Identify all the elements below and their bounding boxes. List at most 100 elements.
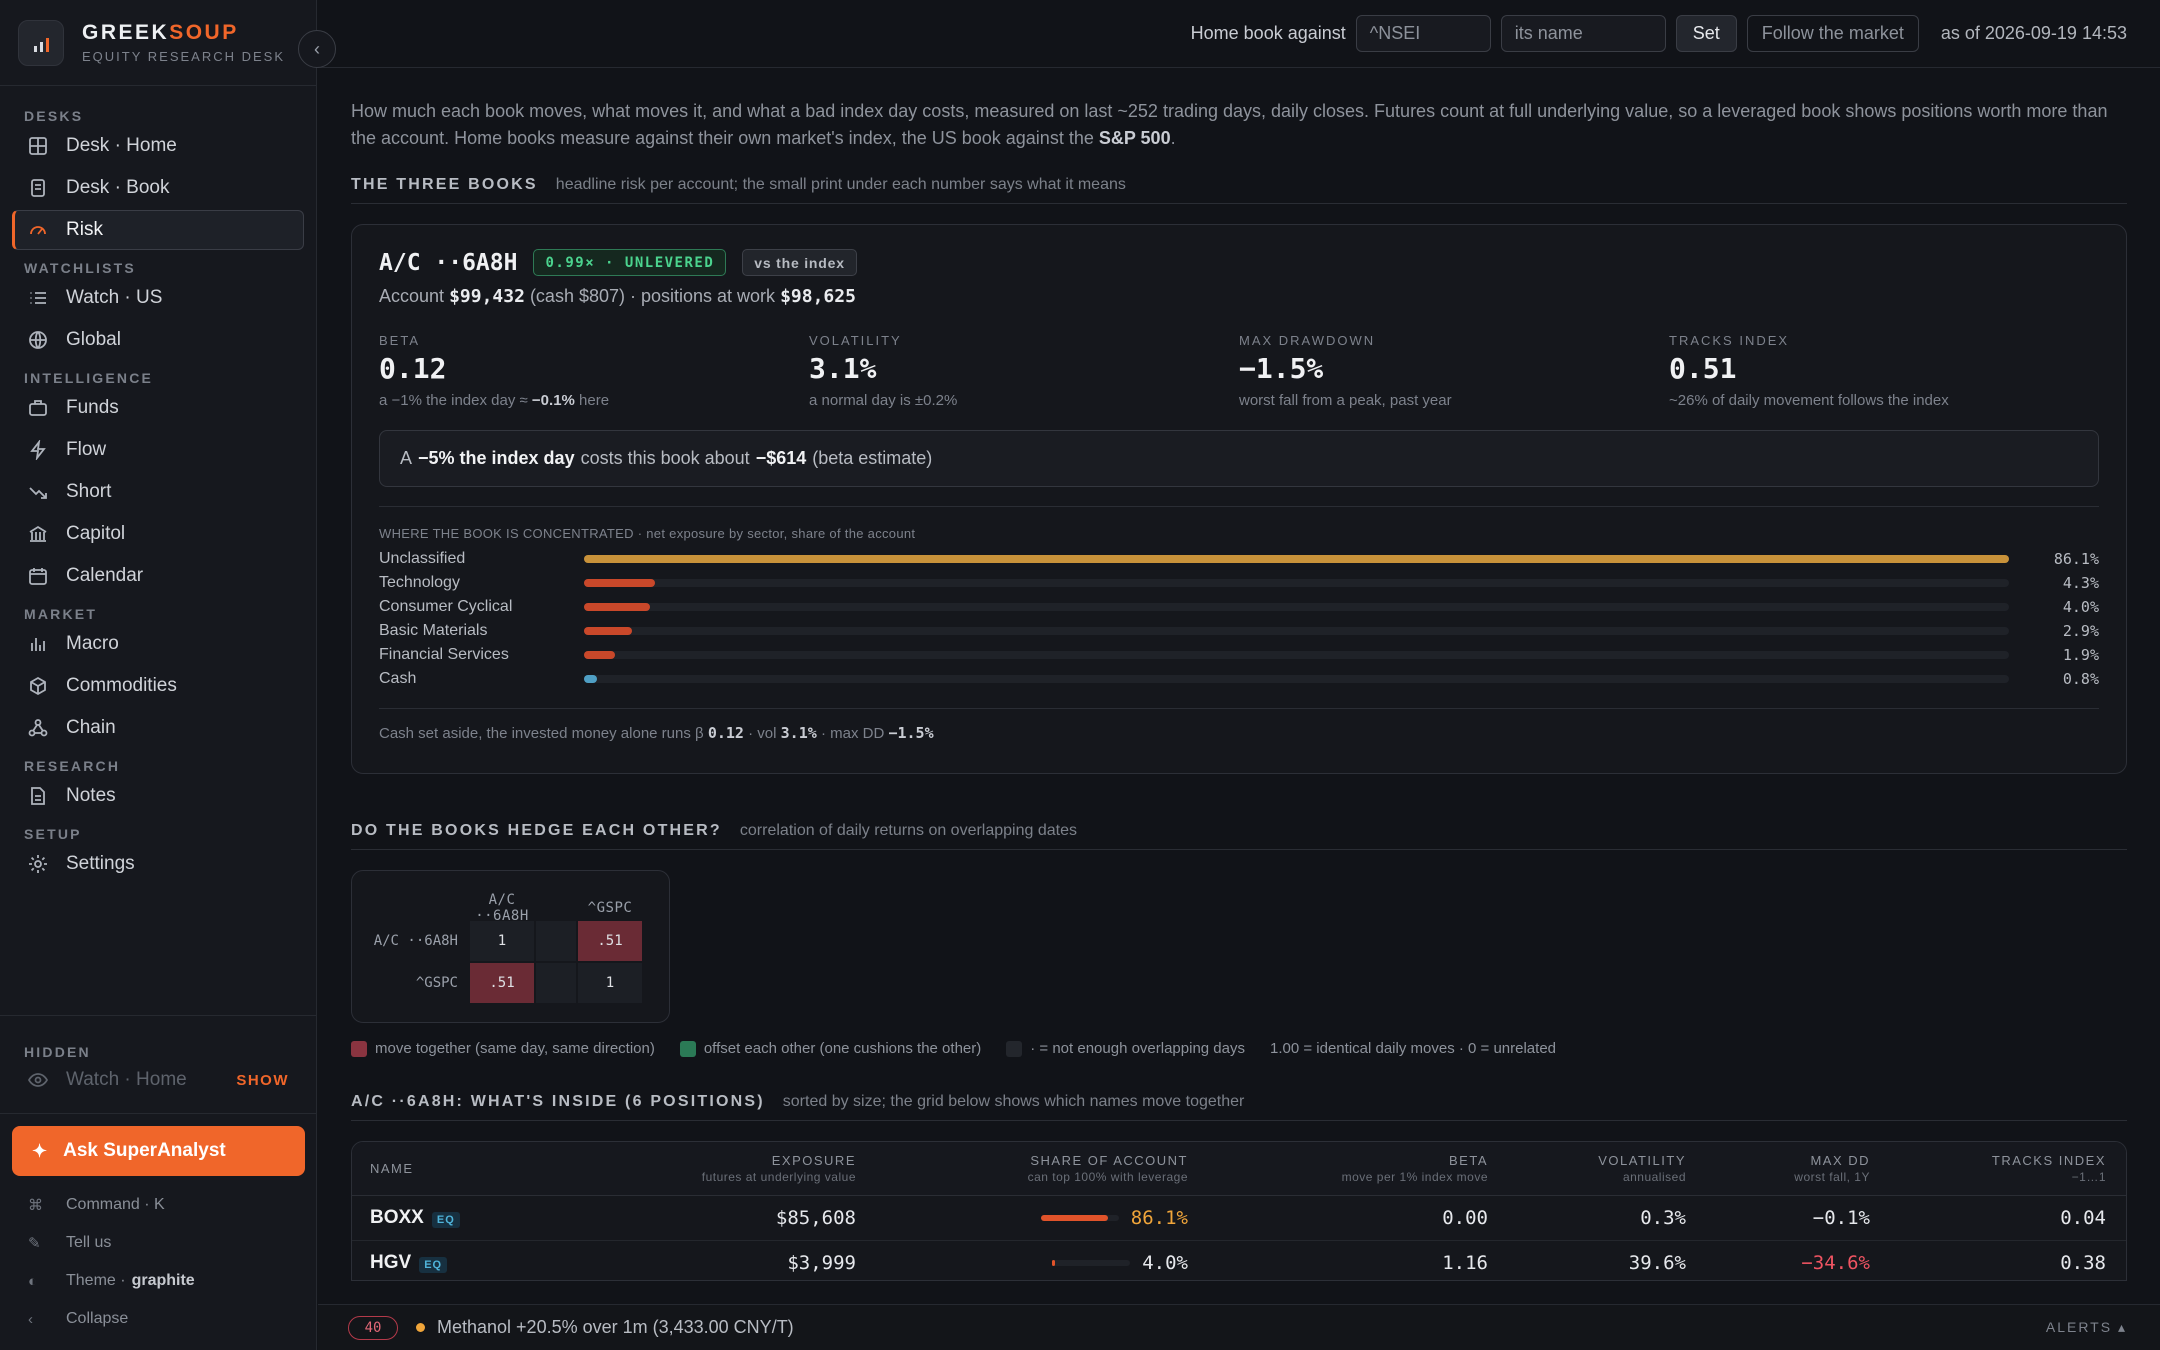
set-button[interactable]: Set — [1675, 15, 1737, 52]
sector-value: 86.1% — [2053, 550, 2099, 568]
table-row[interactable]: HGV EQ $3,999 4.0% 1.16 39.6% −34.6% 0.38 — [352, 1241, 2126, 1280]
concentration-title: WHERE THE BOOK IS CONCENTRATED · net exp… — [379, 526, 916, 541]
metric-tracks-index: TRACKS INDEX 0.51 ~26% of daily movement… — [1669, 333, 1949, 409]
position-max-dd: −34.6% — [1801, 1252, 1870, 1274]
follow-market-button[interactable]: Follow the market — [1746, 15, 1919, 52]
positions-header: A/C ··6A8H: WHAT'S INSIDE (6 POSITIONS) … — [351, 1093, 2127, 1121]
index-ticker-input[interactable]: ^NSEI — [1355, 15, 1491, 52]
metrics-row: BETA 0.12 a −1% the index day ≈ −0.1% he… — [379, 333, 2099, 409]
sector-bar-track — [584, 627, 2009, 635]
command-icon: ⌘ — [28, 1197, 43, 1214]
main-content: How much each book moves, what moves it,… — [351, 68, 2127, 1281]
brand-name: GREEKSOUP — [82, 21, 239, 44]
legend-na: · = not enough overlapping days — [1006, 1040, 1245, 1057]
sidebar-item-desk-home[interactable]: Desk · Home — [12, 126, 304, 166]
feedback-label: Tell us — [66, 1234, 112, 1251]
sector-bar-track — [584, 579, 2009, 587]
command-palette-button[interactable]: ⌘ Command · K — [12, 1186, 305, 1224]
ask-superanalyst-button[interactable]: ✦ Ask SuperAnalyst — [12, 1126, 305, 1176]
sidebar-item-calendar[interactable]: Calendar — [12, 556, 304, 596]
sidebar-item-flow[interactable]: Flow — [12, 430, 304, 470]
sidebar-item-label: Flow — [66, 439, 107, 460]
topbar: Home book against ^NSEI its name Set Fol… — [318, 0, 2160, 68]
leverage-badge: 0.99× · UNLEVERED — [533, 249, 727, 276]
sidebar-item-capitol[interactable]: Capitol — [12, 514, 304, 554]
corr-cell[interactable]: .51 — [578, 921, 642, 961]
legend-offset: offset each other (one cushions the othe… — [679, 1040, 981, 1057]
sidebar-item-label: Commodities — [66, 675, 177, 696]
sidebar-item-label: Macro — [66, 633, 119, 654]
position-name: HGV EQ — [352, 1252, 598, 1274]
cash-note: Cash set aside, the invested money alone… — [379, 708, 2099, 742]
alerts-toggle[interactable]: ALERTS ▴ — [2045, 1319, 2127, 1335]
position-max-dd: −0.1% — [1812, 1207, 1870, 1229]
sidebar-item-label: Capitol — [66, 523, 126, 544]
position-exposure: $85,608 — [775, 1207, 856, 1229]
sidebar-item-label: Settings — [66, 853, 135, 874]
chevron-left-icon: ‹ — [314, 38, 320, 59]
show-hidden-button[interactable]: SHOW — [236, 1071, 289, 1089]
column-header-beta[interactable]: BETA move per 1% index move — [1341, 1153, 1488, 1184]
stress-scenario: A −5% the index day costs this book about −… — [379, 430, 2099, 487]
corr-col-header: ^GSPC — [587, 900, 633, 916]
command-label: Command · K — [66, 1196, 165, 1213]
table-row[interactable]: BOXX EQ $85,608 86.1% 0.00 0.3% −0.1% 0.04 — [352, 1196, 2126, 1241]
sidebar-bottom: ✦ Ask SuperAnalyst ⌘ Command · K ✎ Tell … — [0, 1113, 317, 1338]
hidden-item-watch-home: Watch · Home SHOW — [12, 1060, 305, 1100]
corr-cell[interactable]: 1 — [578, 963, 642, 1003]
corr-row-header: A/C ··6A8H — [372, 921, 468, 961]
sidebar-item-notes[interactable]: Notes — [12, 776, 304, 816]
column-header-max-dd[interactable]: MAX DD worst fall, 1Y — [1794, 1153, 1870, 1184]
chevron-left-icon: ‹ — [28, 1310, 33, 1328]
sidebar-item-watch-us[interactable]: Watch · US — [12, 278, 304, 318]
nav-section-desks: DESKS — [24, 108, 84, 124]
corr-cell[interactable]: 1 — [470, 921, 534, 961]
sector-value: 0.8% — [2062, 670, 2099, 688]
alert-ticker-text[interactable]: Methanol +20.5% over 1m (3,433.00 CNY/T) — [437, 1317, 794, 1337]
brand-subtitle: EQUITY RESEARCH DESK — [82, 49, 286, 64]
corr-cell-gap — [536, 963, 576, 1003]
sidebar-item-chain[interactable]: Chain — [12, 708, 304, 748]
column-header-name[interactable]: NAME — [370, 1161, 414, 1176]
eye-icon — [28, 1073, 48, 1087]
asset-type-badge: EQ — [431, 1212, 460, 1228]
collapse-sidebar-button[interactable]: ‹ — [298, 30, 336, 68]
sidebar-item-macro[interactable]: Macro — [12, 624, 304, 664]
theme-label: Theme · — [66, 1272, 126, 1289]
collapse-label: Collapse — [66, 1310, 129, 1327]
sidebar-item-label: Funds — [66, 397, 119, 418]
column-header-volatility[interactable]: VOLATILITY annualised — [1598, 1153, 1686, 1184]
share-bar-track — [1052, 1260, 1131, 1266]
column-header-share[interactable]: SHARE OF ACCOUNT can top 100% with levera… — [1027, 1153, 1188, 1184]
sidebar-item-settings[interactable]: Settings — [12, 844, 304, 884]
sector-row: Technology 4.3% — [379, 571, 2099, 595]
collapse-button[interactable]: ‹ Collapse — [12, 1300, 305, 1338]
sidebar-item-commodities[interactable]: Commodities — [12, 666, 304, 706]
index-badge: vs the index — [742, 249, 857, 276]
alert-count-badge[interactable]: 40 — [348, 1315, 398, 1340]
sidebar-item-label: Desk · Book — [66, 177, 170, 198]
position-volatility: 39.6% — [1628, 1252, 1686, 1274]
theme-toggle[interactable]: ◐ Theme · graphite — [12, 1262, 305, 1300]
concentration-section: WHERE THE BOOK IS CONCENTRATED · net exp… — [379, 506, 2099, 742]
sector-bar — [584, 627, 632, 635]
sidebar-item-label: Desk · Home — [66, 135, 177, 156]
corr-cell[interactable]: .51 — [470, 963, 534, 1003]
sidebar-item-risk[interactable]: Risk — [12, 210, 304, 250]
positions-table: NAME EXPOSURE futures at underlying value… — [351, 1141, 2127, 1281]
sidebar-item-short[interactable]: Short — [12, 472, 304, 512]
sidebar-item-funds[interactable]: Funds — [12, 388, 304, 428]
sidebar-item-global[interactable]: Global — [12, 320, 304, 360]
as-of-timestamp: as of 2026-09-19 14:53 — [1940, 23, 2127, 43]
index-name-input[interactable]: its name — [1500, 15, 1666, 52]
sector-value: 4.0% — [2062, 598, 2099, 616]
section-note: correlation of daily returns on overlapp… — [739, 822, 1077, 839]
sidebar-item-desk-book[interactable]: Desk · Book — [12, 168, 304, 208]
trend-down-icon — [29, 487, 47, 499]
sector-bar — [584, 651, 616, 659]
column-header-exposure[interactable]: EXPOSURE futures at underlying value — [701, 1153, 856, 1184]
feedback-button[interactable]: ✎ Tell us — [12, 1224, 305, 1262]
hedge-header: DO THE BOOKS HEDGE EACH OTHER? correlati… — [351, 822, 2127, 850]
column-header-tracks-index[interactable]: TRACKS INDEX −1…1 — [1991, 1153, 2106, 1184]
capitol-icon — [29, 525, 47, 542]
